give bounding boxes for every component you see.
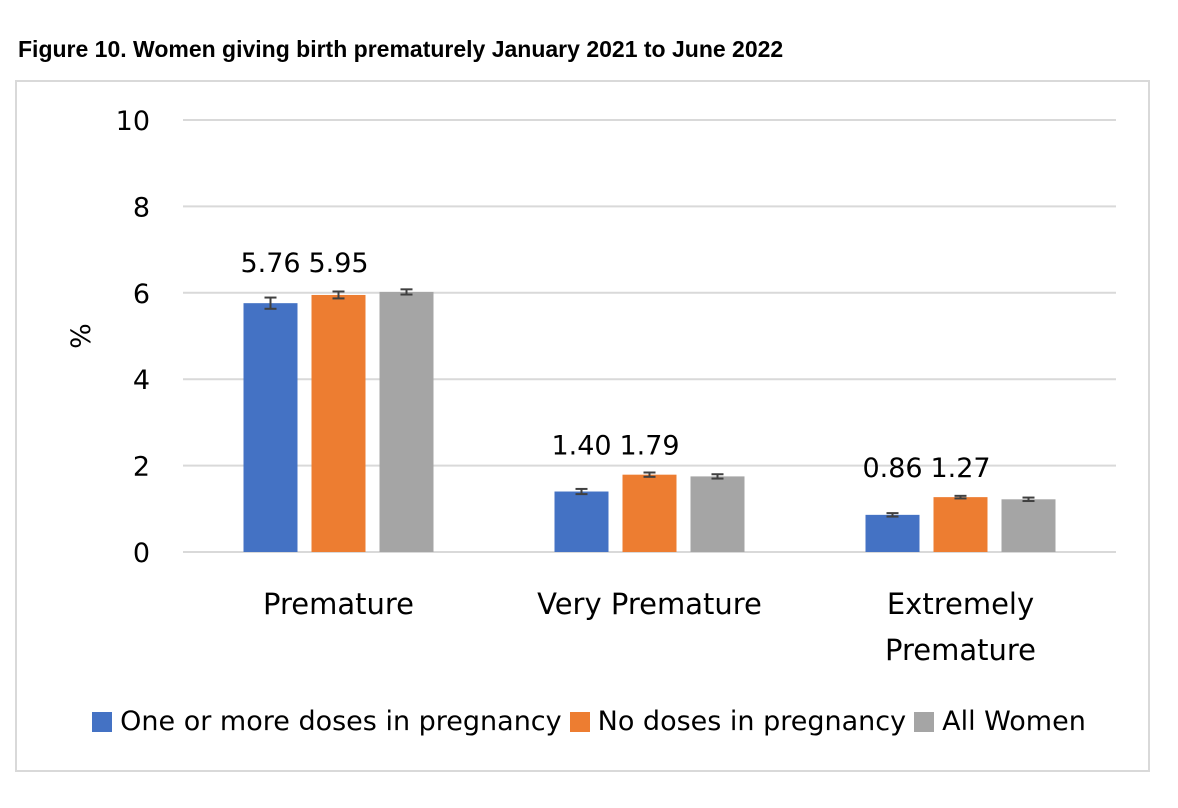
legend-label: One or more doses in pregnancy bbox=[120, 706, 562, 737]
legend-swatch bbox=[569, 711, 590, 732]
bar bbox=[622, 474, 677, 552]
data-label: 5.95 bbox=[308, 248, 368, 279]
x-category-label: Very Premature bbox=[537, 587, 762, 621]
bar bbox=[690, 476, 745, 552]
bar bbox=[1001, 499, 1056, 552]
data-label: 0.86 bbox=[862, 453, 922, 484]
x-category-label: Premature bbox=[885, 633, 1036, 667]
legend-label: No doses in pregnancy bbox=[597, 706, 907, 737]
bar bbox=[379, 291, 434, 552]
figure-title: Figure 10. Women giving birth prematurel… bbox=[18, 36, 784, 62]
data-labels: 5.76 5.95 1.40 1.79 0.86 1.27 bbox=[240, 248, 990, 484]
bars bbox=[243, 291, 1056, 552]
y-axis-tick-labels: 0 2 4 6 8 10 bbox=[116, 106, 150, 569]
legend-item-one-or-more-doses: One or more doses in pregnancy bbox=[92, 706, 562, 737]
data-label: 5.76 bbox=[240, 248, 300, 279]
y-tick-label: 4 bbox=[133, 365, 150, 396]
legend-item-no-doses: No doses in pregnancy bbox=[569, 706, 907, 737]
x-axis-category-labels: Premature Very Premature Extremely Prematur… bbox=[263, 587, 1036, 667]
data-label: 1.40 bbox=[551, 431, 611, 462]
x-category-label: Premature bbox=[263, 587, 414, 621]
data-label: 1.27 bbox=[930, 453, 990, 484]
bar bbox=[554, 491, 609, 552]
bar bbox=[243, 303, 298, 552]
bar bbox=[933, 497, 988, 552]
y-tick-label: 10 bbox=[116, 106, 150, 137]
legend-swatch bbox=[92, 711, 113, 732]
data-label: 1.79 bbox=[619, 431, 679, 462]
chart-frame bbox=[15, 80, 1150, 772]
y-tick-label: 2 bbox=[133, 452, 150, 483]
y-axis-label: % bbox=[66, 323, 97, 349]
y-tick-label: 0 bbox=[133, 538, 150, 569]
bar bbox=[311, 294, 366, 552]
y-tick-label: 8 bbox=[133, 192, 150, 223]
legend-swatch bbox=[914, 711, 935, 732]
error-bars bbox=[264, 288, 1035, 518]
legend-label: All Women bbox=[942, 706, 1086, 737]
bar bbox=[865, 514, 920, 552]
x-category-label: Extremely bbox=[887, 587, 1034, 621]
legend-item-all-women: All Women bbox=[914, 706, 1086, 737]
y-tick-label: 6 bbox=[133, 279, 150, 310]
legend: One or more doses in pregnancy No doses … bbox=[0, 706, 1178, 737]
